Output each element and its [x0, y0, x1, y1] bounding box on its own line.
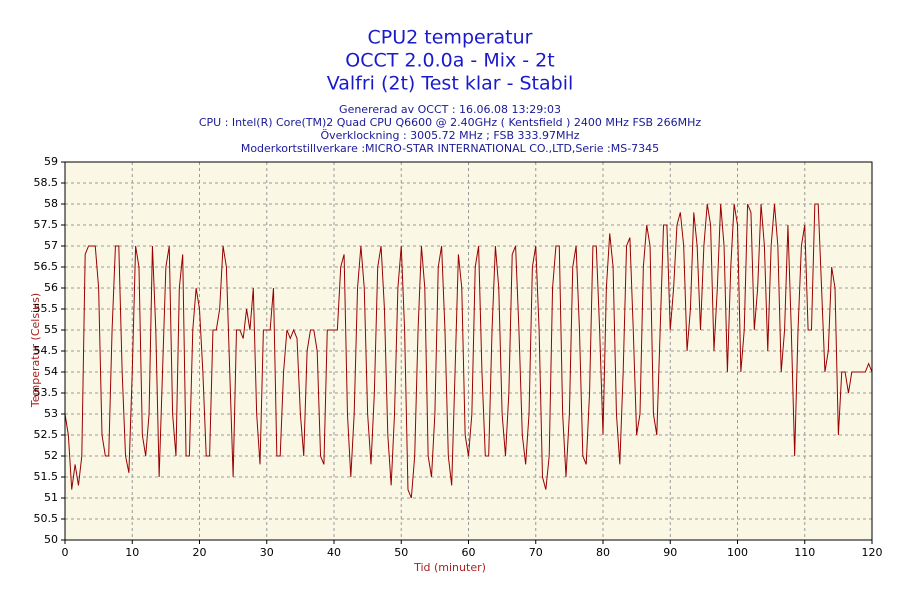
x-tick-label: 110 [794, 546, 815, 559]
chart-title: Valfri (2t) Test klar - Stabil [327, 73, 574, 95]
x-tick-label: 40 [327, 546, 341, 559]
x-tick-label: 80 [596, 546, 610, 559]
y-tick-label: 52 [44, 449, 58, 462]
y-tick-label: 58.5 [34, 176, 59, 189]
y-tick-label: 50.5 [34, 512, 59, 525]
y-tick-label: 58 [44, 197, 58, 210]
y-tick-label: 51 [44, 491, 58, 504]
y-tick-label: 50 [44, 533, 58, 546]
chart-subtitle: Moderkortstillverkare :MICRO-STAR INTERN… [241, 142, 659, 155]
y-tick-label: 54.5 [34, 344, 59, 357]
y-tick-label: 51.5 [34, 470, 59, 483]
x-tick-label: 10 [125, 546, 139, 559]
y-tick-label: 54 [44, 365, 58, 378]
chart-subtitle: Genererad av OCCT : 16.06.08 13:29:03 [339, 103, 561, 116]
x-tick-label: 60 [462, 546, 476, 559]
x-tick-label: 20 [193, 546, 207, 559]
y-tick-label: 53.5 [34, 386, 59, 399]
y-tick-label: 52.5 [34, 428, 59, 441]
x-tick-label: 50 [394, 546, 408, 559]
y-tick-label: 57 [44, 239, 58, 252]
y-tick-label: 59 [44, 155, 58, 168]
chart-subtitle: CPU : Intel(R) Core(TM)2 Quad CPU Q6600 … [199, 116, 701, 129]
y-tick-label: 53 [44, 407, 58, 420]
x-tick-label: 90 [663, 546, 677, 559]
chart-subtitle: Överklockning : 3005.72 MHz ; FSB 333.97… [320, 129, 579, 142]
x-axis-label: Tid (minuter) [413, 561, 486, 574]
data-line [64, 203, 873, 499]
chart-title: OCCT 2.0.0a - Mix - 2t [345, 50, 554, 72]
x-tick-label: 120 [862, 546, 883, 559]
y-tick-label: 57.5 [34, 218, 59, 231]
y-tick-label: 56 [44, 281, 58, 294]
x-tick-label: 0 [62, 546, 69, 559]
x-tick-label: 70 [529, 546, 543, 559]
y-tick-label: 55 [44, 323, 58, 336]
chart-title: CPU2 temperatur [368, 27, 533, 49]
y-tick-label: 55.5 [34, 302, 59, 315]
y-tick-label: 56.5 [34, 260, 59, 273]
x-tick-label: 100 [727, 546, 748, 559]
y-axis-label: Temperatur (Celsius) [29, 293, 42, 408]
x-tick-label: 30 [260, 546, 274, 559]
